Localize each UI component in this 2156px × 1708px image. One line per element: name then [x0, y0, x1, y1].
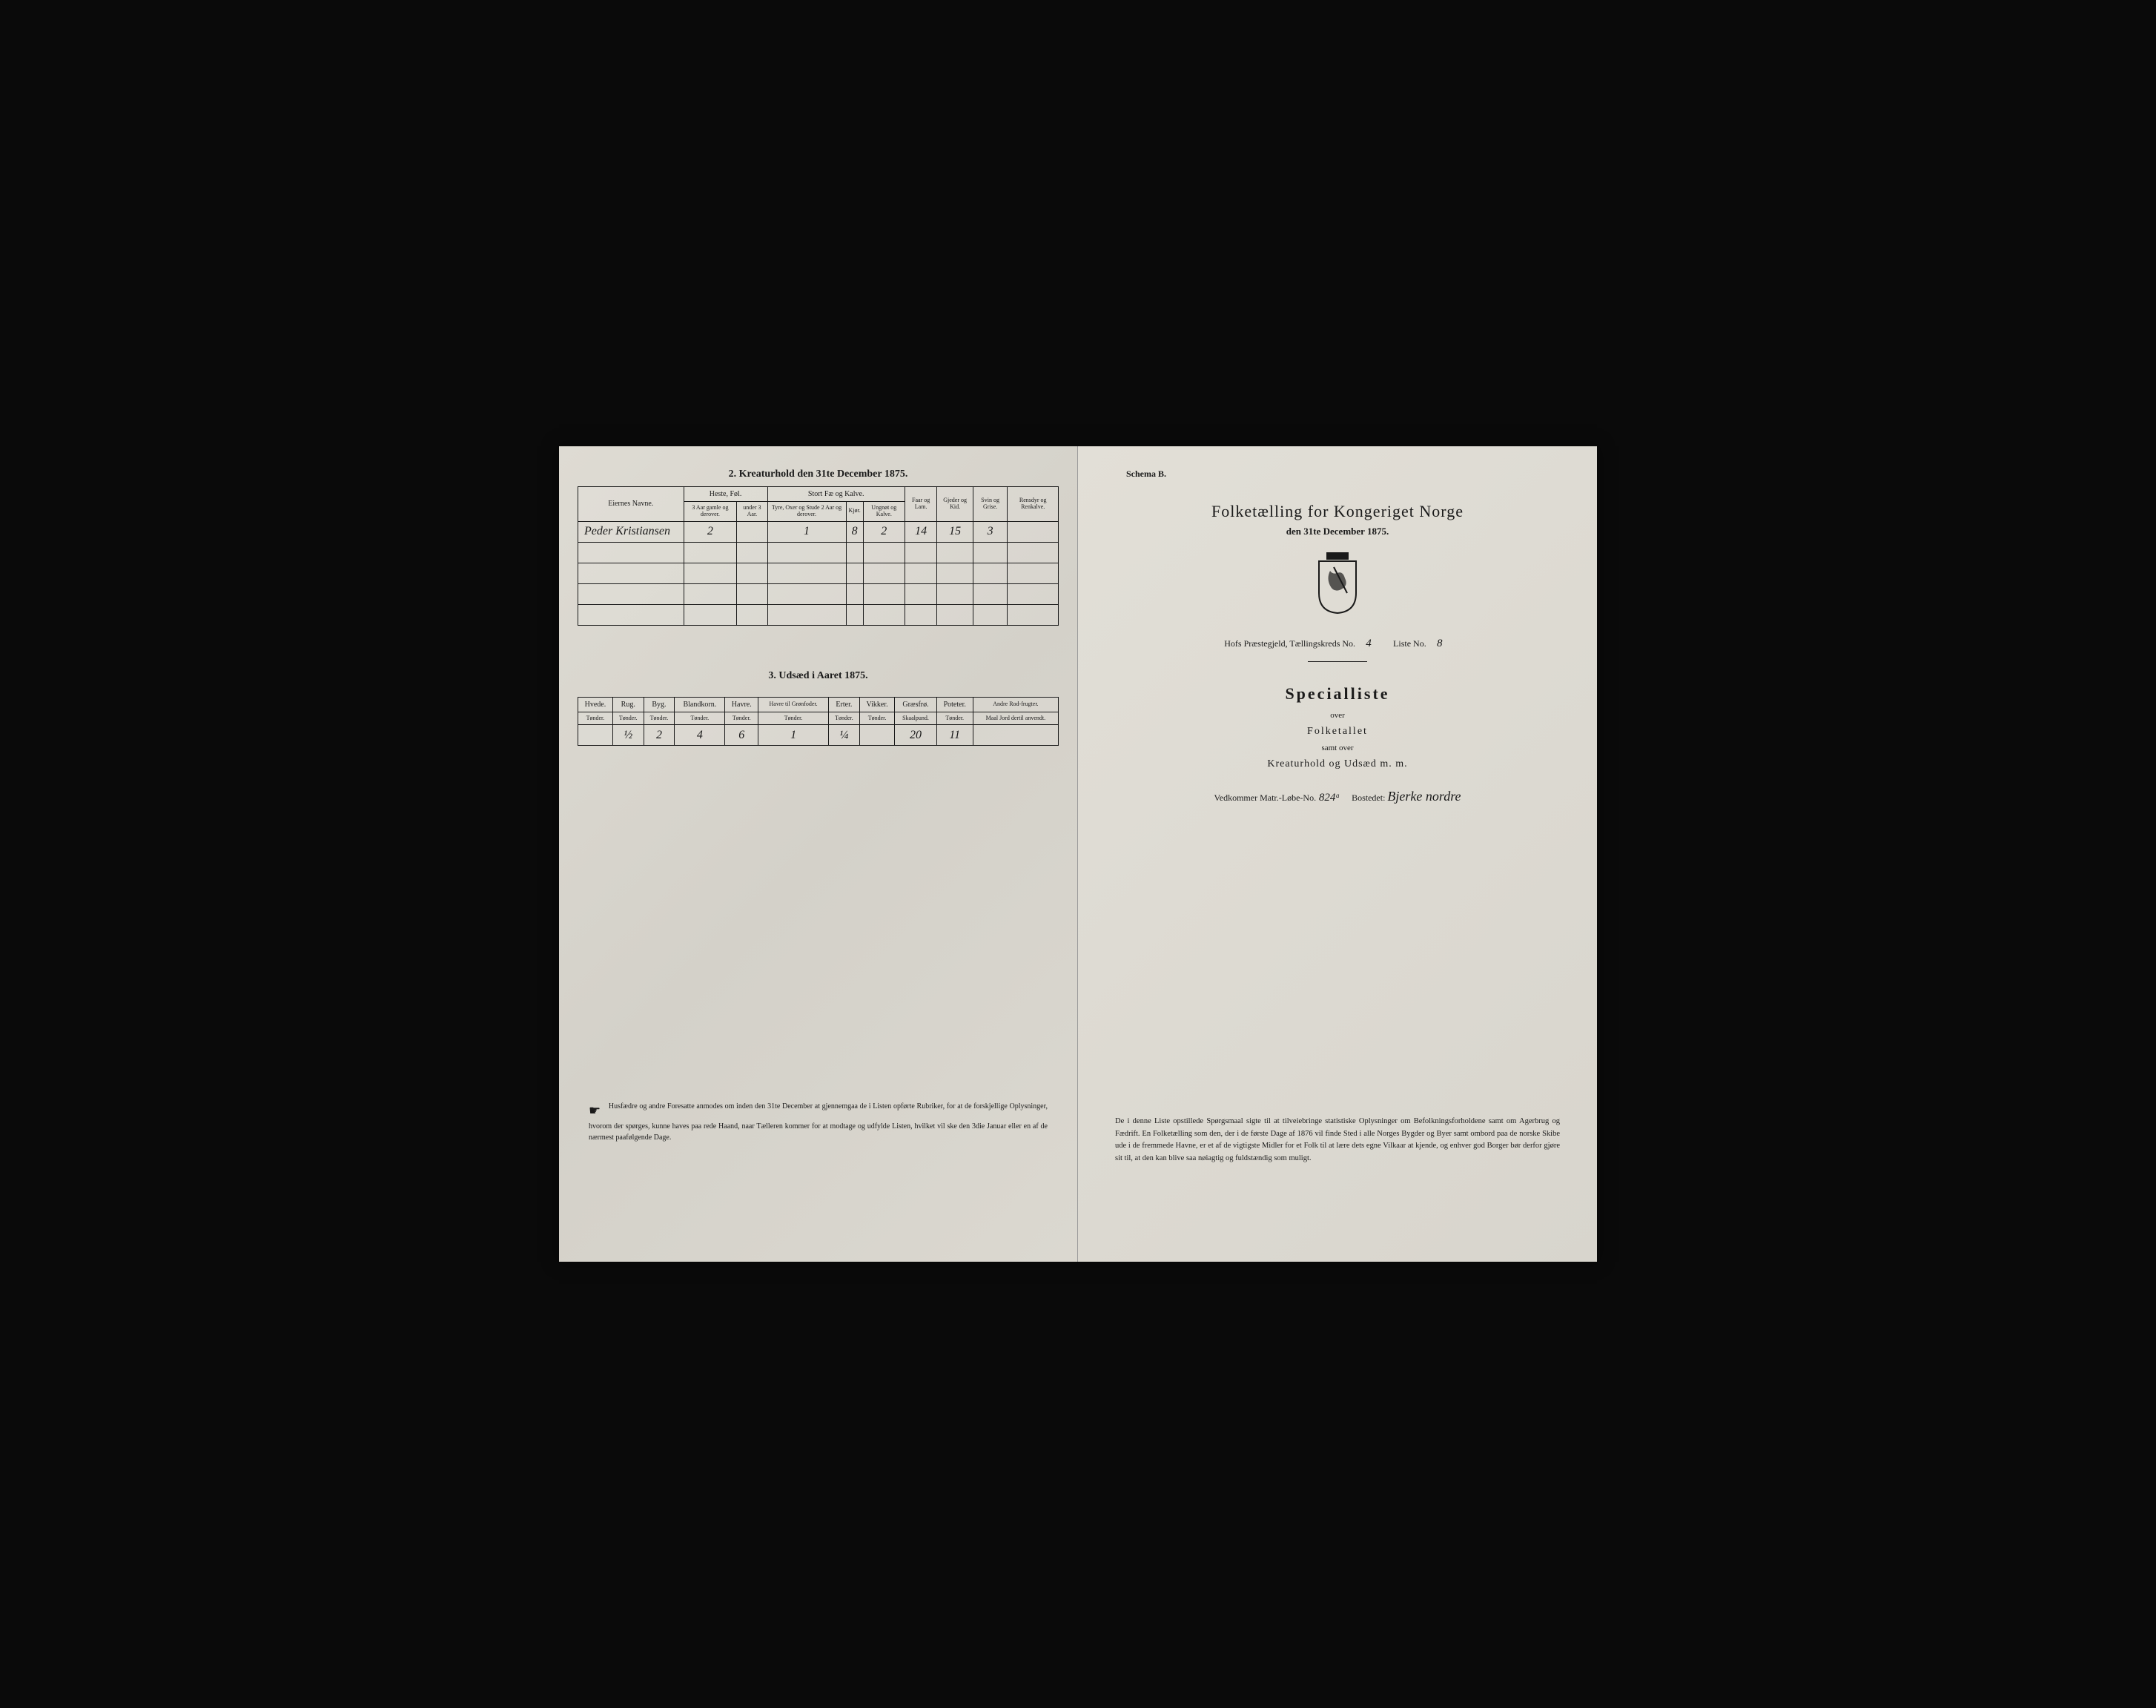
col-oats-fodder: Havre til Grønfoder.	[758, 697, 829, 712]
specialliste-title: Specialliste	[1097, 684, 1578, 704]
potato-cell: 11	[936, 725, 973, 746]
unit-mixed: Tønder.	[675, 712, 725, 725]
pig-cell: 3	[973, 521, 1008, 542]
unit-grass: Skaalpund.	[895, 712, 936, 725]
col-goat: Gjeder og Kid.	[937, 487, 973, 522]
unit-vetch: Tønder.	[859, 712, 895, 725]
left-footer-note: ☛ Husfædre og andre Foresatte anmodes om…	[589, 1101, 1048, 1143]
col-wheat: Hvede.	[578, 697, 613, 712]
date-line: den 31te December 1875.	[1097, 526, 1578, 537]
owner-cell: Peder Kristiansen	[578, 521, 684, 542]
col-grass: Græsfrø.	[895, 697, 936, 712]
right-page: Schema B. Folketælling for Kongeriget No…	[1078, 446, 1597, 1262]
col-calf: Ungnøt og Kalve.	[863, 502, 905, 522]
table-row	[578, 604, 1059, 625]
horse-old-cell: 2	[684, 521, 737, 542]
over2: samt over	[1097, 744, 1578, 752]
parish-no: 4	[1358, 638, 1380, 650]
table-row: Peder Kristiansen 2 1 8 2 14 15 3	[578, 521, 1059, 542]
table-row	[578, 563, 1059, 583]
bostedet-value: Bjerke nordre	[1387, 789, 1461, 804]
col-reindeer: Rensdyr og Renkalve.	[1008, 487, 1059, 522]
seed-table: Hvede. Rug. Byg. Blandkorn. Havre. Havre…	[578, 697, 1059, 747]
unit-oats: Tønder.	[725, 712, 758, 725]
unit-potato: Tønder.	[936, 712, 973, 725]
table-row	[578, 542, 1059, 563]
vedkommer-label: Vedkommer Matr.-Løbe-No.	[1214, 792, 1316, 803]
unit-wheat: Tønder.	[578, 712, 613, 725]
kreatur-line: Kreaturhold og Udsæd m. m.	[1097, 758, 1578, 770]
over1: over	[1097, 711, 1578, 720]
group-cattle: Stort Fæ og Kalve.	[767, 487, 905, 502]
col-horse-young: under 3 Aar.	[737, 502, 767, 522]
parish-line: Hofs Præstegjeld, Tællingskreds No. 4 Li…	[1097, 638, 1578, 650]
horse-young-cell	[737, 521, 767, 542]
liste-no: 8	[1429, 638, 1451, 650]
col-owner: Eiernes Navne.	[578, 487, 684, 522]
mixed-cell: 4	[675, 725, 725, 746]
reindeer-cell	[1008, 521, 1059, 542]
liste-label: Liste No.	[1393, 638, 1426, 649]
bull-cell: 1	[767, 521, 846, 542]
col-pig: Svin og Grise.	[973, 487, 1008, 522]
census-document: 2. Kreaturhold den 31te December 1875. E…	[559, 446, 1597, 1262]
calf-cell: 2	[863, 521, 905, 542]
rye-cell: ½	[612, 725, 644, 746]
table3-title: 3. Udsæd i Aaret 1875.	[578, 670, 1059, 682]
roots-cell	[973, 725, 1058, 746]
wheat-cell	[578, 725, 613, 746]
col-cow: Kjør.	[846, 502, 863, 522]
col-horse-old: 3 Aar gamle og derover.	[684, 502, 737, 522]
col-bull: Tyre, Oxer og Stude 2 Aar og derover.	[767, 502, 846, 522]
left-page: 2. Kreaturhold den 31te December 1875. E…	[559, 446, 1078, 1262]
unit-rye: Tønder.	[612, 712, 644, 725]
peas-cell: ¼	[829, 725, 860, 746]
grass-cell: 20	[895, 725, 936, 746]
sheep-cell: 14	[905, 521, 937, 542]
left-footer-text: Husfædre og andre Foresatte anmodes om i…	[589, 1102, 1048, 1142]
col-vetch: Vikker.	[859, 697, 895, 712]
parish-label: Hofs Præstegjeld, Tællingskreds No.	[1224, 638, 1355, 649]
pointer-icon: ☛	[589, 1101, 601, 1121]
barley-cell: 2	[644, 725, 675, 746]
unit-oats-fodder: Tønder.	[758, 712, 829, 725]
unit-roots: Maal Jord dertil anvendt.	[973, 712, 1058, 725]
goat-cell: 15	[937, 521, 973, 542]
divider	[1308, 661, 1367, 662]
unit-peas: Tønder.	[829, 712, 860, 725]
oats-fodder-cell: 1	[758, 725, 829, 746]
main-title: Folketælling for Kongeriget Norge	[1097, 502, 1578, 521]
vedkommer-line: Vedkommer Matr.-Løbe-No. 824ᵃ Bostedet: …	[1097, 789, 1578, 804]
schema-label: Schema B.	[1126, 469, 1578, 480]
coat-of-arms-icon	[1097, 552, 1578, 619]
col-rye: Rug.	[612, 697, 644, 712]
table-row: ½ 2 4 6 1 ¼ 20 11	[578, 725, 1059, 746]
col-oats: Havre.	[725, 697, 758, 712]
cow-cell: 8	[846, 521, 863, 542]
right-footer-text: De i denne Liste opstillede Spørgsmaal s…	[1115, 1116, 1560, 1165]
bostedet-label: Bostedet:	[1352, 792, 1385, 803]
col-peas: Erter.	[829, 697, 860, 712]
group-horses: Heste, Føl.	[684, 487, 767, 502]
oats-cell: 6	[725, 725, 758, 746]
folketallet: Folketallet	[1097, 726, 1578, 738]
col-barley: Byg.	[644, 697, 675, 712]
vetch-cell	[859, 725, 895, 746]
unit-barley: Tønder.	[644, 712, 675, 725]
table-row	[578, 583, 1059, 604]
col-sheep: Faar og Lam.	[905, 487, 937, 522]
matr-no: 824ᵃ	[1318, 792, 1340, 804]
table2-title: 2. Kreaturhold den 31te December 1875.	[578, 469, 1059, 480]
col-mixed: Blandkorn.	[675, 697, 725, 712]
col-roots: Andre Rod-frugter.	[973, 697, 1058, 712]
livestock-table: Eiernes Navne. Heste, Føl. Stort Fæ og K…	[578, 486, 1059, 626]
col-potato: Poteter.	[936, 697, 973, 712]
